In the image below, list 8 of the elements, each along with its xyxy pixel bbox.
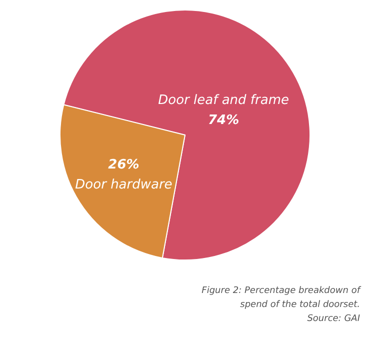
source-note: Source: GAI [307, 314, 360, 324]
slice-label: Door leaf and frame [158, 93, 289, 108]
caption: Figure 2: Percentage breakdown of [202, 286, 362, 296]
pie-slice [63, 10, 310, 260]
data-label: 26% [108, 157, 140, 172]
data-label: 74% [208, 113, 240, 128]
text: spend of the total doorset. [240, 300, 360, 310]
slice-label: Door hardware [75, 177, 172, 192]
